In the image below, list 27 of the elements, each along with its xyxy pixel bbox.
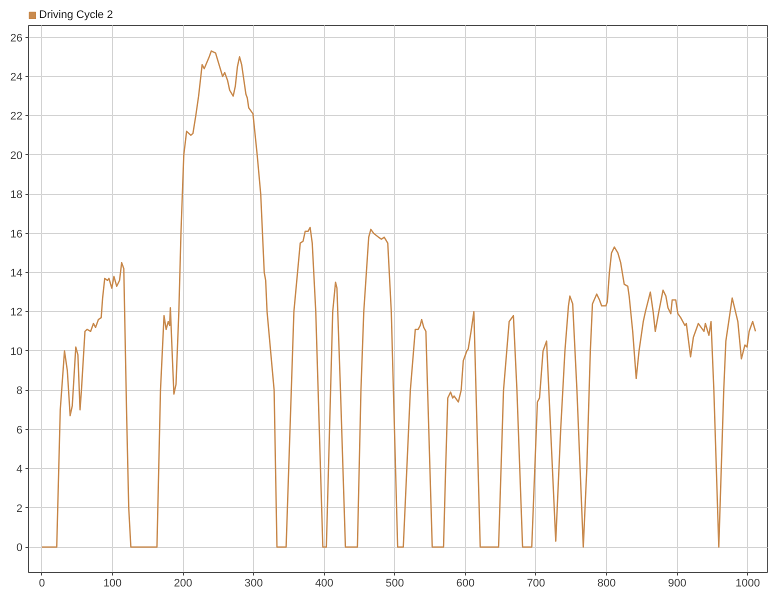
x-tick-label: 900 bbox=[668, 578, 686, 590]
y-tick-label: 6 bbox=[16, 424, 23, 436]
x-tick-label: 1000 bbox=[736, 578, 760, 590]
x-tick-label: 600 bbox=[456, 578, 475, 590]
legend-label: Driving Cycle 2 bbox=[39, 8, 113, 23]
y-tick-label: 24 bbox=[10, 71, 23, 84]
y-tick-label: 16 bbox=[10, 228, 23, 240]
y-tick-label: 18 bbox=[10, 189, 23, 202]
x-tick-label: 0 bbox=[38, 578, 45, 590]
y-tick-label: 20 bbox=[10, 150, 23, 162]
x-tick-label: 800 bbox=[597, 578, 616, 590]
y-tick-label: 26 bbox=[10, 32, 23, 44]
x-tick-label: 700 bbox=[526, 578, 546, 590]
x-tick-label: 500 bbox=[386, 578, 404, 590]
x-tick-label: 200 bbox=[174, 578, 192, 590]
y-tick-label: 12 bbox=[10, 306, 23, 319]
y-tick-label: 4 bbox=[16, 464, 23, 476]
y-tick-label: 0 bbox=[16, 542, 23, 554]
y-tick-label: 10 bbox=[10, 346, 23, 358]
x-tick-label: 300 bbox=[244, 578, 263, 590]
y-tick-label: 8 bbox=[16, 385, 23, 398]
line-series bbox=[41, 50, 756, 548]
x-tick-label: 100 bbox=[103, 578, 122, 590]
x-tick-label: 400 bbox=[315, 578, 334, 590]
y-tick-label: 22 bbox=[10, 110, 23, 123]
y-tick-label: 14 bbox=[10, 268, 23, 280]
y-tick-label: 2 bbox=[16, 502, 23, 515]
